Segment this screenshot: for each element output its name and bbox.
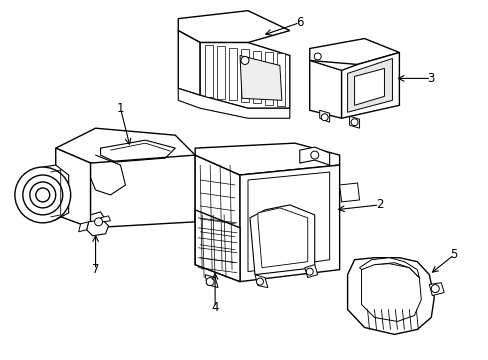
Polygon shape: [42, 165, 68, 222]
Polygon shape: [241, 49, 248, 102]
Circle shape: [23, 175, 62, 215]
Polygon shape: [428, 283, 443, 296]
Polygon shape: [240, 165, 339, 282]
Polygon shape: [354, 68, 384, 105]
Circle shape: [241, 57, 248, 64]
Polygon shape: [254, 275, 267, 288]
Polygon shape: [205, 275, 218, 288]
Circle shape: [321, 114, 327, 121]
Polygon shape: [217, 46, 224, 99]
Polygon shape: [309, 39, 399, 64]
Polygon shape: [264, 52, 272, 105]
Text: 1: 1: [117, 102, 124, 115]
Polygon shape: [90, 212, 105, 228]
Circle shape: [256, 278, 263, 285]
Polygon shape: [258, 208, 307, 268]
Polygon shape: [309, 60, 341, 118]
Circle shape: [305, 268, 313, 275]
Polygon shape: [178, 88, 289, 118]
Polygon shape: [195, 155, 240, 282]
Circle shape: [15, 167, 71, 223]
Polygon shape: [195, 143, 339, 175]
Polygon shape: [178, 31, 200, 95]
Circle shape: [310, 151, 318, 159]
Circle shape: [94, 218, 102, 226]
Text: 7: 7: [92, 263, 99, 276]
Polygon shape: [339, 183, 359, 202]
Circle shape: [206, 278, 214, 285]
Circle shape: [430, 285, 438, 293]
Polygon shape: [90, 155, 195, 228]
Polygon shape: [304, 265, 317, 278]
Circle shape: [30, 182, 56, 208]
Polygon shape: [178, 11, 289, 42]
Polygon shape: [347, 258, 433, 334]
Polygon shape: [56, 128, 195, 168]
Polygon shape: [349, 116, 359, 128]
Polygon shape: [276, 54, 285, 106]
Polygon shape: [195, 210, 240, 282]
Circle shape: [314, 53, 321, 60]
Polygon shape: [247, 172, 329, 272]
Text: 5: 5: [449, 248, 457, 261]
Polygon shape: [359, 258, 419, 278]
Circle shape: [36, 188, 50, 202]
Polygon shape: [86, 220, 108, 236]
Polygon shape: [319, 110, 329, 122]
Polygon shape: [347, 58, 392, 112]
Circle shape: [350, 119, 357, 126]
Text: 6: 6: [295, 16, 303, 29]
Text: 4: 4: [211, 301, 219, 314]
Text: 3: 3: [427, 72, 434, 85]
Polygon shape: [240, 55, 281, 100]
Polygon shape: [205, 45, 213, 97]
Polygon shape: [56, 148, 90, 228]
Text: 2: 2: [375, 198, 383, 211]
Polygon shape: [341, 53, 399, 118]
Polygon shape: [228, 48, 237, 100]
Polygon shape: [79, 222, 88, 232]
Polygon shape: [200, 42, 289, 108]
Polygon shape: [299, 147, 329, 165]
Polygon shape: [252, 50, 261, 103]
Polygon shape: [361, 264, 421, 321]
Polygon shape: [101, 216, 110, 222]
Polygon shape: [249, 205, 314, 275]
